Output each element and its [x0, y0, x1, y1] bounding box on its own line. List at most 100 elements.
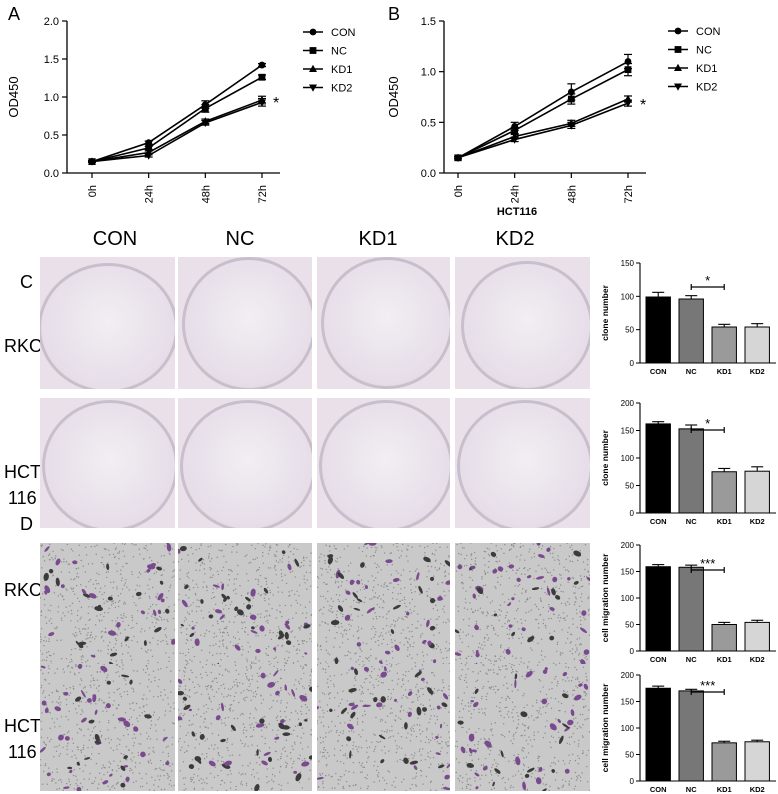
membrane-pore	[168, 590, 170, 592]
membrane-pore	[83, 627, 85, 630]
membrane-pore	[355, 745, 357, 748]
membrane-pore	[225, 604, 227, 607]
membrane-pore	[278, 771, 281, 773]
membrane-pore	[242, 723, 245, 725]
membrane-pore	[129, 707, 132, 710]
membrane-pore	[238, 701, 240, 704]
membrane-pore	[108, 607, 110, 610]
membrane-pore	[506, 611, 508, 614]
migrated-cell	[360, 562, 365, 568]
membrane-pore	[580, 579, 582, 582]
membrane-pore	[538, 564, 540, 567]
membrane-pore	[355, 679, 357, 681]
membrane-pore	[370, 676, 373, 679]
membrane-pore	[96, 583, 98, 585]
membrane-pore	[55, 555, 57, 557]
membrane-pore	[170, 670, 172, 672]
membrane-pore	[188, 689, 191, 692]
membrane-pore	[223, 696, 225, 698]
membrane-pore	[56, 788, 58, 791]
membrane-pore	[245, 784, 248, 787]
membrane-pore	[488, 548, 490, 550]
migrated-cell	[308, 755, 312, 760]
membrane-pore	[298, 781, 301, 784]
membrane-pore	[407, 642, 409, 644]
membrane-pore	[109, 788, 111, 791]
membrane-pore	[373, 668, 375, 670]
membrane-pore	[402, 709, 405, 712]
membrane-pore	[446, 656, 448, 659]
membrane-pore	[400, 588, 402, 590]
membrane-pore	[437, 734, 440, 736]
membrane-pore	[442, 657, 444, 660]
membrane-pore	[184, 667, 187, 670]
membrane-pore	[397, 549, 399, 552]
membrane-pore	[563, 566, 565, 568]
data-point-con	[145, 139, 153, 147]
membrane-pore	[123, 753, 125, 756]
membrane-pore	[327, 693, 330, 696]
migrated-cell	[166, 543, 172, 552]
membrane-pore	[320, 608, 322, 611]
membrane-pore	[299, 629, 301, 631]
membrane-pore	[103, 615, 105, 618]
membrane-pore	[519, 546, 521, 549]
membrane-pore	[576, 626, 579, 629]
membrane-pore	[206, 782, 208, 785]
membrane-pore	[105, 576, 108, 579]
membrane-pore	[275, 646, 277, 648]
membrane-pore	[113, 700, 115, 702]
membrane-pore	[459, 629, 462, 631]
membrane-pore	[339, 646, 341, 648]
membrane-pore	[85, 554, 88, 556]
membrane-pore	[79, 618, 81, 620]
membrane-pore	[45, 743, 47, 746]
membrane-pore	[584, 657, 586, 659]
membrane-pore	[284, 662, 286, 664]
membrane-pore	[203, 758, 206, 760]
membrane-pore	[58, 698, 60, 700]
migration-photo-rko-nc	[178, 543, 312, 670]
membrane-pore	[80, 729, 82, 732]
membrane-pore	[179, 652, 181, 655]
series-line-con	[457, 60, 629, 159]
membrane-pore	[578, 637, 581, 639]
membrane-pore	[149, 690, 151, 692]
membrane-pore	[333, 748, 336, 750]
membrane-pore	[253, 662, 255, 664]
membrane-pore	[328, 629, 331, 632]
membrane-pore	[259, 675, 261, 677]
x-tick-label: 0h	[87, 185, 99, 197]
membrane-pore	[381, 546, 383, 548]
membrane-pore	[98, 721, 101, 723]
membrane-pore	[366, 547, 368, 549]
membrane-pore	[439, 594, 441, 597]
membrane-pore	[524, 591, 527, 593]
membrane-pore	[377, 684, 379, 687]
membrane-pore	[474, 557, 477, 559]
membrane-pore	[405, 671, 407, 673]
membrane-pore	[304, 693, 307, 695]
membrane-pore	[361, 614, 363, 617]
membrane-pore	[344, 654, 346, 657]
membrane-pore	[514, 543, 516, 545]
membrane-pore	[163, 611, 165, 614]
membrane-pore	[552, 552, 554, 555]
membrane-pore	[404, 610, 407, 613]
membrane-pore	[89, 772, 91, 775]
membrane-pore	[301, 700, 303, 703]
membrane-pore	[178, 560, 180, 563]
membrane-pore	[52, 574, 54, 576]
membrane-pore	[214, 603, 217, 605]
membrane-pore	[155, 595, 157, 598]
membrane-pore	[291, 630, 294, 632]
membrane-pore	[310, 614, 312, 616]
membrane-pore	[360, 746, 363, 749]
membrane-pore	[215, 587, 218, 590]
membrane-pore	[579, 611, 581, 613]
membrane-pore	[483, 637, 486, 640]
membrane-pore	[544, 656, 546, 658]
membrane-pore	[57, 702, 60, 704]
membrane-pore	[233, 621, 235, 624]
membrane-pore	[289, 752, 292, 754]
